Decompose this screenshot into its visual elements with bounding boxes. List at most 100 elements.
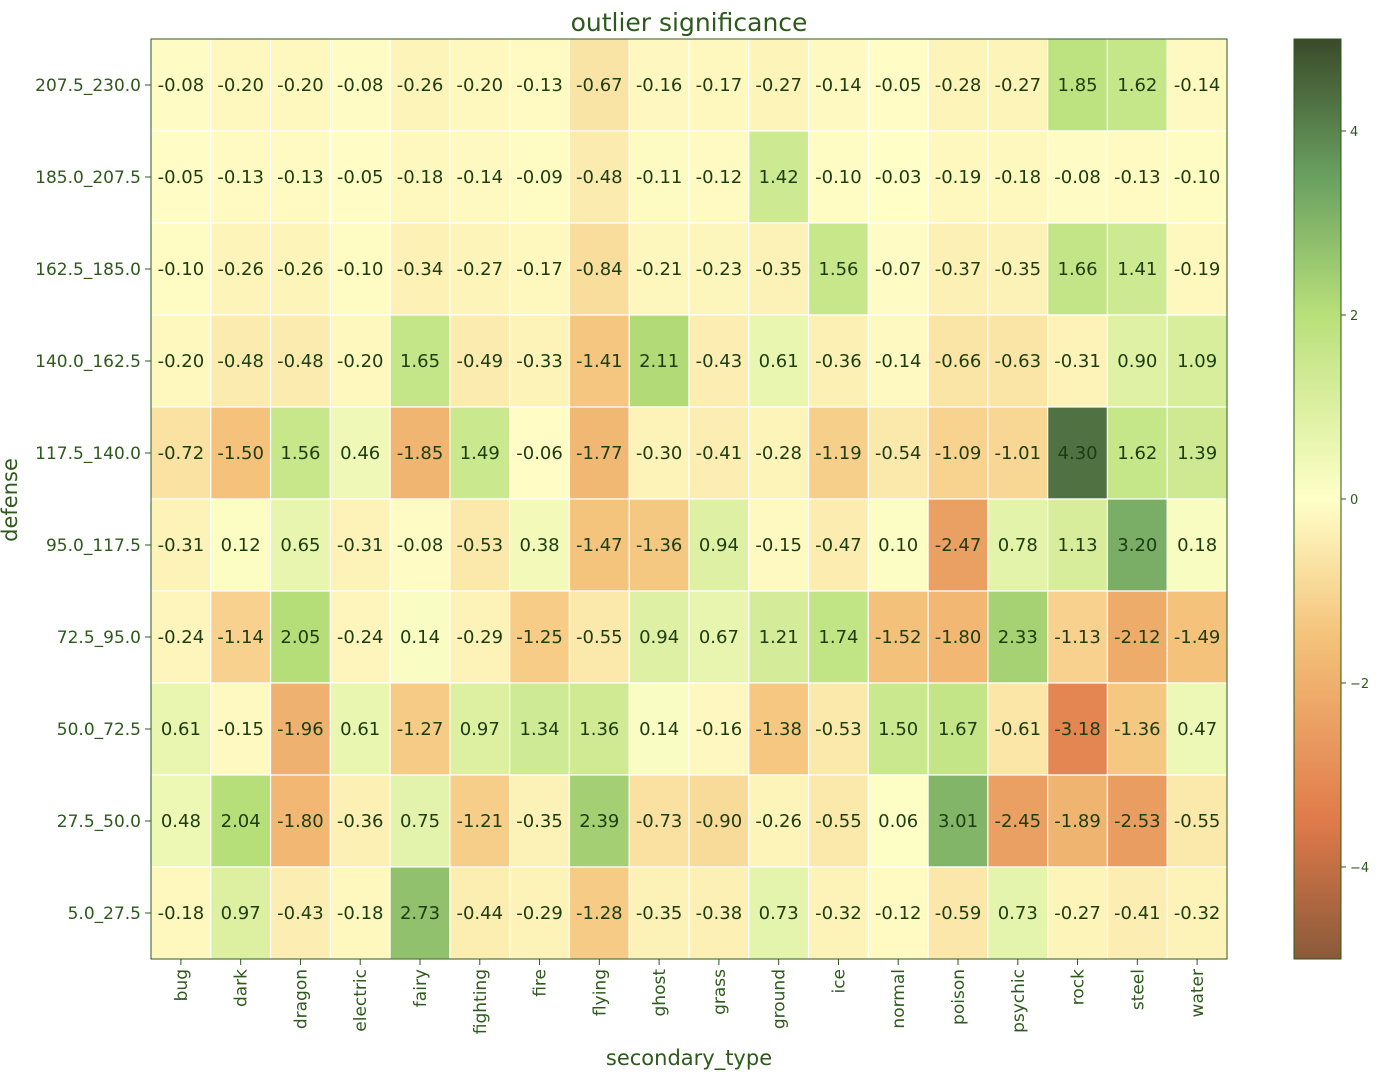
x-axis-ticks: bug dark dragon electric fairy fighting fire fl… xyxy=(172,959,1208,1034)
cell-value-label: 0.97 xyxy=(460,719,500,740)
heatmap-cell xyxy=(748,866,810,960)
cell-value-label: -0.27 xyxy=(456,259,503,280)
cell-value-label: 1.49 xyxy=(460,443,500,464)
y-axis-ticks: 207.5_230.0 185.0_207.5 162.5_185.0 140.0_1… xyxy=(35,76,151,924)
heatmap-cell xyxy=(927,866,989,960)
heatmap-cell xyxy=(927,314,989,408)
heatmap-cell xyxy=(329,774,391,868)
heatmap-cell xyxy=(807,38,869,132)
cell-value-label: -1.85 xyxy=(397,443,444,464)
cell-value-label: 1.66 xyxy=(1058,259,1098,280)
cell-value-label: -0.03 xyxy=(875,167,922,188)
heatmap-cells: -0.08 -0.20 -0.20 -0.08 -0.26 -0.20 -0.13 -0.67… xyxy=(150,38,1228,960)
cell-value-label: -0.43 xyxy=(696,351,743,372)
cell-value-label: -0.17 xyxy=(516,259,563,280)
heatmap-cell xyxy=(150,406,212,500)
heatmap-cell xyxy=(867,774,929,868)
heatmap-cell xyxy=(1106,222,1168,316)
cell-value-label: -0.73 xyxy=(636,811,683,832)
heatmap-cell xyxy=(628,682,690,776)
heatmap-cell xyxy=(329,498,391,592)
cell-value-label: -0.31 xyxy=(158,535,205,556)
cell-value-label: -0.08 xyxy=(397,535,444,556)
colorbar: 4 2 0 −2 −4 xyxy=(1293,38,1369,960)
cell-value-label: 0.48 xyxy=(161,811,201,832)
cell-value-label: -0.14 xyxy=(875,351,922,372)
heatmap-cell xyxy=(748,590,810,684)
x-tick-label: water xyxy=(1188,969,1208,1017)
heatmap-cell xyxy=(269,774,331,868)
cell-value-label: 0.61 xyxy=(759,351,799,372)
heatmap-cell xyxy=(688,590,750,684)
heatmap-cell xyxy=(1166,130,1228,224)
heatmap-cell xyxy=(509,590,571,684)
heatmap-cell xyxy=(688,222,750,316)
cell-value-label: -1.01 xyxy=(994,443,1041,464)
cell-value-label: 0.06 xyxy=(878,811,918,832)
heatmap-cell xyxy=(269,682,331,776)
cell-value-label: 1.21 xyxy=(759,627,799,648)
heatmap-cell xyxy=(628,130,690,224)
x-tick-label: grass xyxy=(710,969,730,1015)
cell-value-label: -2.47 xyxy=(935,535,982,556)
cell-value-label: 1.62 xyxy=(1117,75,1157,96)
cell-value-label: -0.27 xyxy=(755,75,802,96)
cell-value-label: 0.12 xyxy=(221,535,261,556)
heatmap-cell xyxy=(688,314,750,408)
heatmap-cell xyxy=(1106,38,1168,132)
cell-value-label: -1.50 xyxy=(217,443,264,464)
cell-value-label: -0.28 xyxy=(935,75,982,96)
cell-value-label: -0.34 xyxy=(397,259,444,280)
heatmap-cell xyxy=(927,222,989,316)
cell-value-label: -0.07 xyxy=(875,259,922,280)
cell-value-label: -0.13 xyxy=(217,167,264,188)
cell-value-label: -0.59 xyxy=(935,903,982,924)
heatmap-cell xyxy=(329,222,391,316)
cell-value-label: 1.42 xyxy=(759,167,799,188)
heatmap-cell xyxy=(748,222,810,316)
heatmap-cell xyxy=(210,38,272,132)
heatmap-cell xyxy=(449,498,511,592)
cell-value-label: -0.67 xyxy=(576,75,623,96)
heatmap-cell xyxy=(688,774,750,868)
cell-value-label: -0.10 xyxy=(815,167,862,188)
heatmap-cell xyxy=(210,774,272,868)
cell-value-label: -0.05 xyxy=(875,75,922,96)
cell-value-label: -0.10 xyxy=(158,259,205,280)
cell-value-label: -1.13 xyxy=(1054,627,1101,648)
cell-value-label: 0.61 xyxy=(161,719,201,740)
cell-value-label: -0.13 xyxy=(1114,167,1161,188)
heatmap-cell xyxy=(748,130,810,224)
heatmap-cell xyxy=(628,406,690,500)
cell-value-label: -0.36 xyxy=(337,811,384,832)
heatmap-cell xyxy=(269,130,331,224)
y-tick-label: 72.5_95.0 xyxy=(57,628,141,648)
heatmap-cell xyxy=(449,866,511,960)
y-tick-label: 207.5_230.0 xyxy=(35,76,141,96)
cell-value-label: -1.19 xyxy=(815,443,862,464)
heatmap-cell xyxy=(1166,590,1228,684)
heatmap-cell xyxy=(748,774,810,868)
cell-value-label: 0.75 xyxy=(400,811,440,832)
cell-value-label: -0.26 xyxy=(397,75,444,96)
heatmap-cell xyxy=(389,866,451,960)
cell-value-label: -0.20 xyxy=(217,75,264,96)
heatmap-cell xyxy=(1047,590,1109,684)
heatmap-cell xyxy=(150,222,212,316)
cell-value-label: 3.20 xyxy=(1117,535,1157,556)
heatmap-cell xyxy=(1106,866,1168,960)
heatmap-cell xyxy=(509,406,571,500)
cell-value-label: -0.17 xyxy=(696,75,743,96)
cell-value-label: 1.36 xyxy=(579,719,619,740)
cell-value-label: -0.28 xyxy=(755,443,802,464)
cell-value-label: -1.38 xyxy=(755,719,802,740)
heatmap-cell xyxy=(389,774,451,868)
heatmap-cell xyxy=(1106,406,1168,500)
heatmap-cell xyxy=(210,866,272,960)
cell-value-label: -1.47 xyxy=(576,535,623,556)
cell-value-label: -0.20 xyxy=(456,75,503,96)
cell-value-label: -1.36 xyxy=(636,535,683,556)
cell-value-label: -0.14 xyxy=(1174,75,1221,96)
cell-value-label: -0.16 xyxy=(636,75,683,96)
